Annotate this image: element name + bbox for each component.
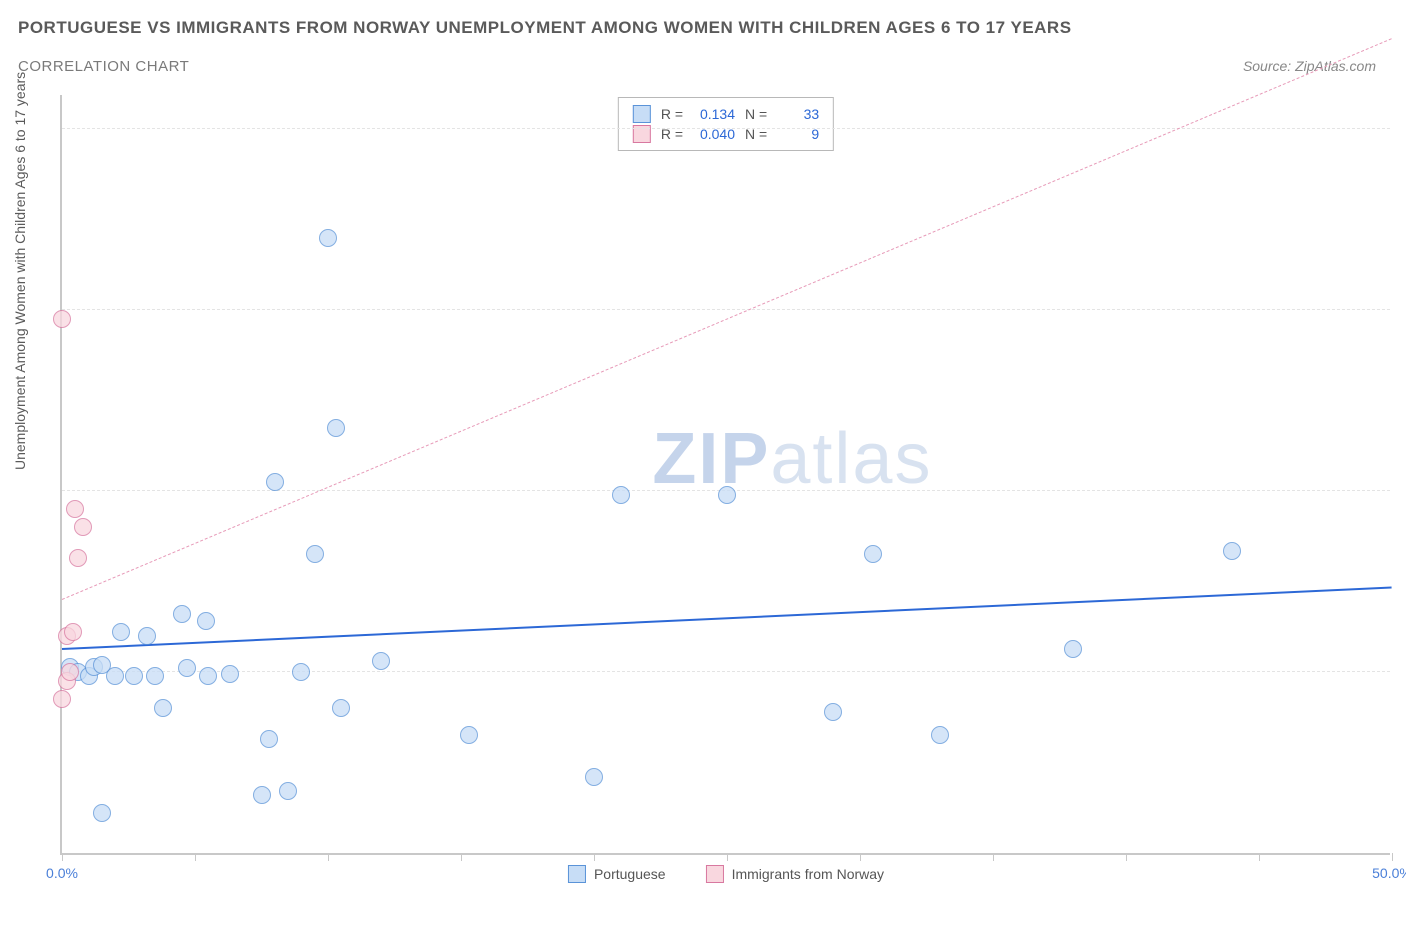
data-point — [69, 549, 87, 567]
data-point — [154, 699, 172, 717]
legend-item: Portuguese — [568, 865, 666, 883]
data-point — [138, 627, 156, 645]
r-value: 0.134 — [693, 106, 735, 122]
x-tick — [461, 853, 462, 861]
data-point — [64, 623, 82, 641]
data-point — [66, 500, 84, 518]
data-point — [146, 667, 164, 685]
x-tick — [62, 853, 63, 861]
data-point — [253, 786, 271, 804]
data-point — [197, 612, 215, 630]
data-point — [824, 703, 842, 721]
trend-line — [62, 587, 1392, 651]
data-point — [199, 667, 217, 685]
series-swatch — [633, 105, 651, 123]
y-axis-label: Unemployment Among Women with Children A… — [12, 72, 28, 470]
data-point — [327, 419, 345, 437]
legend-swatch — [706, 865, 724, 883]
chart-subtitle: CORRELATION CHART — [18, 58, 189, 75]
plot-area: ZIPatlas R =0.134N =33R =0.040N =9 Portu… — [60, 95, 1390, 855]
r-label: R = — [661, 106, 683, 122]
n-value: 33 — [777, 106, 819, 122]
x-tick — [727, 853, 728, 861]
data-point — [93, 804, 111, 822]
data-point — [279, 782, 297, 800]
x-tick — [1392, 853, 1393, 861]
data-point — [74, 518, 92, 536]
data-point — [612, 486, 630, 504]
data-point — [332, 699, 350, 717]
legend-item: Immigrants from Norway — [706, 865, 884, 883]
data-point — [221, 665, 239, 683]
grid-line — [62, 309, 1390, 310]
data-point — [53, 310, 71, 328]
data-point — [931, 726, 949, 744]
y-tick-label: 40.0% — [1395, 105, 1406, 121]
data-point — [292, 663, 310, 681]
x-tick — [328, 853, 329, 861]
legend-label: Portuguese — [594, 866, 666, 882]
data-point — [53, 690, 71, 708]
stats-row: R = 0.134 N = 33 — [633, 104, 819, 124]
data-point — [178, 659, 196, 677]
data-point — [1223, 542, 1241, 560]
data-point — [125, 667, 143, 685]
series-legend: Portuguese Immigrants from Norway — [568, 865, 884, 883]
grid-line — [62, 671, 1390, 672]
x-tick-label: 0.0% — [46, 865, 78, 881]
correlation-stats-box: R = 0.134 N = 33 R =0.040N =9 — [618, 97, 834, 151]
grid-line — [62, 128, 1390, 129]
chart-container: PORTUGUESE VS IMMIGRANTS FROM NORWAY UNE… — [0, 0, 1406, 930]
n-label: N = — [745, 106, 767, 122]
legend-swatch — [568, 865, 586, 883]
data-point — [260, 730, 278, 748]
data-point — [585, 768, 603, 786]
x-tick — [195, 853, 196, 861]
data-point — [460, 726, 478, 744]
legend-label: Immigrants from Norway — [732, 866, 884, 882]
x-tick — [993, 853, 994, 861]
chart-title: PORTUGUESE VS IMMIGRANTS FROM NORWAY UNE… — [18, 18, 1072, 38]
data-point — [173, 605, 191, 623]
x-tick — [1126, 853, 1127, 861]
y-tick-label: 10.0% — [1395, 648, 1406, 664]
data-point — [1064, 640, 1082, 658]
watermark-atlas: atlas — [770, 419, 932, 499]
x-tick — [860, 853, 861, 861]
data-point — [372, 652, 390, 670]
x-tick — [1259, 853, 1260, 861]
y-tick-label: 20.0% — [1395, 467, 1406, 483]
data-point — [266, 473, 284, 491]
data-point — [319, 229, 337, 247]
data-point — [864, 545, 882, 563]
data-point — [106, 667, 124, 685]
stats-row: R =0.040N =9 — [633, 124, 819, 144]
watermark: ZIPatlas — [652, 418, 932, 500]
x-tick-label: 50.0% — [1372, 865, 1406, 881]
data-point — [306, 545, 324, 563]
x-tick — [594, 853, 595, 861]
data-point — [61, 663, 79, 681]
data-point — [718, 486, 736, 504]
data-point — [112, 623, 130, 641]
watermark-zip: ZIP — [652, 419, 770, 499]
y-tick-label: 30.0% — [1395, 286, 1406, 302]
